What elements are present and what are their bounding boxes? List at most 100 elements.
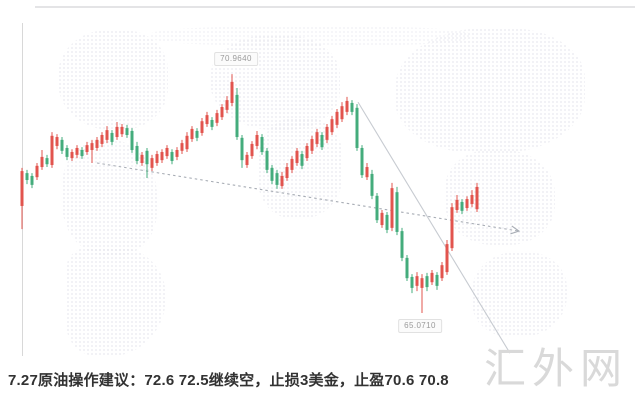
candle bbox=[75, 145, 79, 159]
candle bbox=[105, 126, 109, 144]
candle bbox=[255, 130, 259, 150]
top-divider bbox=[35, 6, 635, 8]
candle bbox=[450, 203, 454, 251]
world-map-dots bbox=[58, 30, 168, 130]
candle bbox=[150, 154, 154, 172]
candle bbox=[310, 135, 314, 155]
candle bbox=[440, 261, 444, 282]
candle bbox=[160, 149, 164, 163]
candle bbox=[375, 192, 379, 224]
candle bbox=[435, 272, 439, 290]
candle bbox=[235, 87, 239, 140]
candle bbox=[120, 124, 124, 138]
candle bbox=[225, 96, 229, 114]
candle bbox=[115, 122, 119, 140]
candle bbox=[20, 167, 24, 230]
candle bbox=[165, 145, 169, 159]
candle bbox=[325, 124, 329, 144]
candle bbox=[195, 128, 199, 142]
candle bbox=[215, 109, 219, 127]
candle bbox=[210, 117, 214, 131]
candle bbox=[170, 149, 174, 165]
candle bbox=[285, 162, 289, 181]
candle bbox=[30, 173, 34, 189]
candle bbox=[275, 169, 279, 189]
candle bbox=[65, 145, 69, 161]
candle bbox=[355, 104, 359, 151]
candle bbox=[365, 162, 369, 181]
candle bbox=[350, 100, 354, 116]
candle bbox=[250, 141, 254, 159]
candle bbox=[125, 124, 129, 138]
trade-advice-text: 7.27原油操作建议：72.6 72.5继续空，止损3美金，止盈70.6 70.… bbox=[8, 372, 449, 389]
candle bbox=[415, 272, 419, 292]
candle bbox=[55, 134, 59, 150]
candle bbox=[290, 156, 294, 174]
candle bbox=[335, 109, 339, 129]
candle bbox=[35, 162, 39, 181]
candle bbox=[460, 199, 464, 215]
world-map-dots bbox=[66, 248, 166, 356]
candle bbox=[140, 152, 144, 166]
candle bbox=[155, 150, 159, 166]
candle bbox=[95, 137, 99, 151]
world-map-dots bbox=[395, 28, 585, 153]
candle bbox=[445, 240, 449, 275]
candle bbox=[470, 190, 474, 208]
candle bbox=[130, 128, 134, 153]
candle bbox=[280, 171, 284, 189]
candle bbox=[315, 128, 319, 148]
candle bbox=[395, 186, 399, 236]
candle bbox=[200, 117, 204, 136]
candle bbox=[50, 132, 54, 168]
price-label-high: 70.9640 bbox=[214, 52, 258, 67]
candle bbox=[70, 149, 74, 161]
candle bbox=[475, 182, 479, 213]
world-map-dots bbox=[150, 26, 470, 46]
candle bbox=[320, 132, 324, 151]
candle bbox=[40, 150, 44, 170]
candle bbox=[230, 74, 234, 107]
candle bbox=[220, 104, 224, 120]
candle bbox=[380, 210, 384, 228]
candle bbox=[455, 195, 459, 213]
candle bbox=[190, 126, 194, 142]
candle bbox=[410, 274, 414, 294]
candle bbox=[205, 111, 209, 127]
candle bbox=[45, 154, 49, 168]
trendline-arrowhead bbox=[510, 225, 521, 235]
candle bbox=[370, 169, 374, 200]
price-label-low: 65.0710 bbox=[398, 319, 442, 334]
candle bbox=[265, 147, 269, 174]
candle bbox=[360, 145, 364, 178]
candle bbox=[270, 165, 274, 185]
candle bbox=[330, 115, 334, 135]
world-map-dots bbox=[445, 150, 555, 245]
candle bbox=[185, 132, 189, 153]
candle bbox=[465, 196, 469, 211]
candle bbox=[245, 152, 249, 168]
candle bbox=[390, 182, 394, 232]
candle bbox=[240, 134, 244, 168]
candle bbox=[385, 212, 389, 234]
candle bbox=[90, 139, 94, 163]
candle bbox=[420, 274, 424, 314]
candle bbox=[400, 227, 404, 262]
candle bbox=[25, 169, 29, 185]
candle bbox=[60, 137, 64, 155]
candle bbox=[300, 150, 304, 170]
candle bbox=[295, 147, 299, 166]
trendline-solid bbox=[357, 101, 511, 354]
candle bbox=[260, 134, 264, 155]
price-chart: 70.9640 65.0710 bbox=[20, 23, 585, 356]
candle bbox=[135, 141, 139, 165]
candle bbox=[85, 141, 89, 155]
candle bbox=[100, 132, 104, 148]
candle bbox=[345, 96, 349, 116]
candle bbox=[175, 147, 179, 161]
candle bbox=[340, 102, 344, 123]
candlestick-chart bbox=[20, 74, 521, 354]
candle bbox=[405, 255, 409, 282]
candle bbox=[180, 139, 184, 155]
